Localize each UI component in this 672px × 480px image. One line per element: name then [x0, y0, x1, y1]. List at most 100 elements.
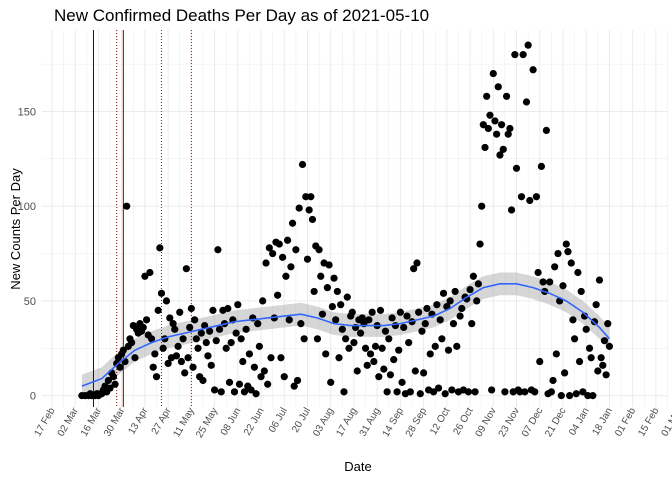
data-point	[197, 329, 205, 337]
data-point	[599, 361, 607, 369]
data-point	[549, 376, 557, 385]
data-point	[464, 388, 473, 396]
data-point	[298, 160, 307, 169]
data-point	[488, 386, 496, 394]
x-tick-label: 06 Jul	[267, 406, 290, 435]
data-point	[181, 369, 189, 377]
data-point	[356, 329, 365, 337]
data-point	[469, 272, 477, 280]
data-point	[453, 342, 461, 350]
data-point	[476, 240, 484, 248]
data-point	[109, 373, 117, 381]
data-point	[564, 248, 572, 256]
data-point	[169, 320, 177, 328]
data-point	[557, 392, 565, 400]
x-tick-label: 20 Jul	[290, 406, 313, 435]
data-point	[176, 308, 184, 316]
data-point	[240, 388, 249, 396]
data-point	[484, 124, 492, 133]
data-point	[600, 337, 609, 345]
data-point	[327, 378, 335, 386]
data-point	[322, 350, 330, 358]
data-point	[478, 202, 486, 210]
data-point	[350, 338, 358, 347]
confidence-band	[81, 272, 610, 398]
data-point	[224, 304, 232, 313]
x-axis-title: Date	[344, 459, 371, 474]
data-point	[471, 388, 479, 396]
data-point	[406, 388, 414, 396]
data-point	[264, 380, 272, 388]
data-point	[293, 376, 302, 385]
data-point	[275, 240, 283, 248]
data-point	[154, 306, 162, 314]
data-point	[152, 373, 161, 381]
data-point	[363, 361, 371, 369]
data-point	[531, 388, 539, 396]
data-point	[597, 354, 605, 362]
data-point	[207, 361, 215, 369]
data-point	[494, 83, 502, 91]
data-point	[214, 246, 222, 254]
data-point	[307, 193, 315, 201]
data-point	[172, 352, 181, 360]
data-point	[106, 384, 114, 392]
data-point	[380, 365, 388, 373]
data-point	[142, 316, 151, 324]
x-tick-label: 07 Dec	[520, 406, 545, 439]
data-point	[157, 289, 166, 297]
data-point	[403, 312, 411, 320]
data-point	[589, 392, 597, 400]
data-point	[111, 380, 119, 388]
data-point	[567, 259, 575, 267]
y-tick-label: 150	[18, 106, 36, 118]
data-point	[255, 342, 263, 350]
data-point	[501, 388, 509, 396]
data-point	[342, 335, 350, 343]
data-point	[539, 278, 547, 286]
y-tick-label: 100	[18, 201, 36, 213]
data-point	[449, 320, 458, 328]
data-point	[579, 388, 587, 396]
x-tick-label: 25 May	[194, 406, 220, 440]
data-point	[283, 236, 292, 244]
x-tick-label: 02 Mar	[56, 405, 81, 438]
data-point	[250, 363, 258, 371]
data-point	[192, 335, 200, 343]
data-point	[474, 280, 482, 288]
x-tick-label: 21 Dec	[543, 406, 568, 439]
data-point	[151, 350, 159, 358]
data-point	[385, 335, 393, 343]
data-point	[174, 342, 182, 350]
data-point	[260, 367, 268, 375]
data-point	[245, 350, 254, 358]
smooth-confidence-band	[81, 272, 610, 398]
data-point	[493, 130, 501, 138]
data-point	[592, 301, 600, 309]
data-point	[269, 249, 277, 258]
data-point	[536, 357, 544, 366]
data-point	[123, 202, 131, 210]
grid	[42, 30, 668, 407]
data-point	[194, 344, 202, 352]
data-point	[370, 357, 378, 366]
data-point	[366, 350, 375, 358]
data-point	[323, 284, 331, 292]
data-point	[300, 335, 308, 343]
data-point	[166, 314, 174, 322]
data-point	[325, 261, 333, 269]
data-point	[423, 304, 431, 313]
y-axis-ticks: 0 50 100 150	[18, 106, 36, 402]
data-point	[279, 253, 287, 261]
data-point	[375, 373, 383, 381]
data-point	[149, 363, 157, 371]
data-point	[215, 325, 224, 333]
event-lines	[92, 30, 192, 407]
data-point	[574, 268, 582, 277]
data-point	[415, 308, 423, 316]
data-point	[358, 314, 366, 322]
data-point	[587, 354, 595, 362]
data-point	[473, 297, 481, 305]
x-tick-label: 11 May	[171, 406, 197, 439]
